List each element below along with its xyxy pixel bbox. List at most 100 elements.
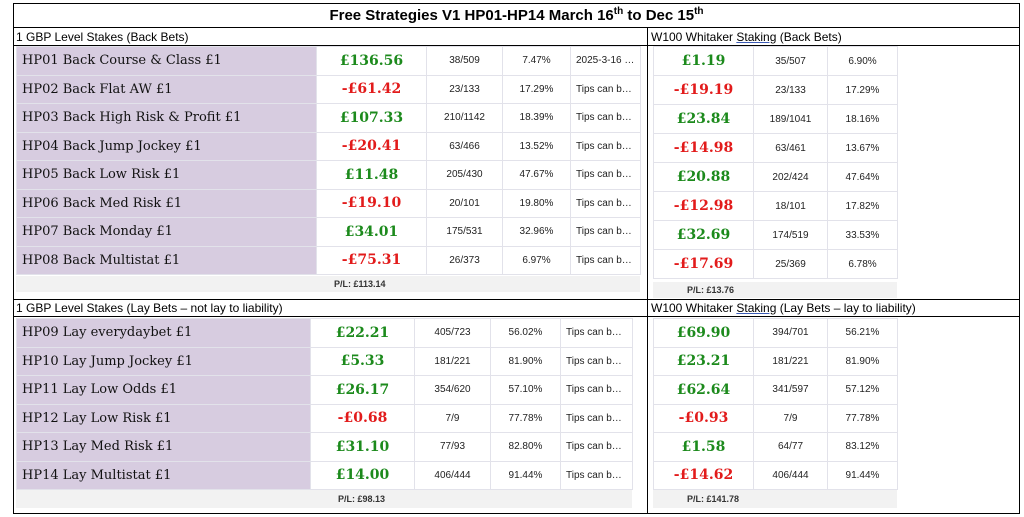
table-row: £32.69 174/519 33.53%: [653, 220, 898, 250]
page-title: Free Strategies V1 HP01-HP14 March 16th …: [13, 3, 1020, 28]
strategy-note: Tips can be i...: [560, 346, 633, 376]
profit-loss-value: -£14.62: [653, 460, 754, 490]
strategy-note: Tips can be i...: [560, 460, 633, 490]
back-level-section-label: 1 GBP Level Stakes (Back Bets): [16, 30, 189, 44]
lay-level-total: P/L: £98.13: [16, 490, 632, 508]
row-divider-middle: [13, 299, 1020, 300]
profit-loss-value: £1.19: [653, 46, 754, 76]
strike-rate: 6.90%: [827, 46, 898, 76]
table-row: -£14.98 63/461 13.67%: [653, 133, 898, 163]
profit-loss-value: £136.56: [316, 46, 427, 76]
lay-w100-section-label: W100 Whitaker Staking (Lay Bets – lay to…: [651, 301, 916, 315]
strategy-name: HP01 Back Course & Class £1: [16, 46, 317, 76]
strike-rate: 91.44%: [827, 460, 898, 490]
wins-ratio: 26/373: [426, 245, 503, 275]
wins-ratio: 7/9: [753, 403, 828, 433]
table-row: HP09 Lay everydaybet £1 £22.21 405/723 56.0…: [16, 318, 633, 348]
strategy-note: Tips can be i...: [570, 103, 641, 133]
strike-rate: 7.47%: [502, 46, 571, 76]
profit-loss-value: £34.01: [316, 217, 427, 247]
strike-rate: 57.12%: [827, 375, 898, 405]
strike-rate: 13.67%: [827, 133, 898, 163]
strike-rate: 47.64%: [827, 162, 898, 192]
table-row: £69.90 394/701 56.21%: [653, 318, 898, 348]
strike-rate: 77.78%: [827, 403, 898, 433]
strategy-note: Tips can be i...: [560, 403, 633, 433]
table-row: £23.84 189/1041 18.16%: [653, 104, 898, 134]
profit-loss-value: £20.88: [653, 162, 754, 192]
strike-rate: 18.39%: [502, 103, 571, 133]
profit-loss-value: £26.17: [310, 375, 415, 405]
table-row: HP03 Back High Risk & Profit £1 £107.33 21…: [16, 103, 641, 133]
profit-loss-value: -£12.98: [653, 191, 754, 221]
strategy-name: HP04 Back Jump Jockey £1: [16, 131, 317, 161]
wins-ratio: 38/509: [426, 46, 503, 76]
table-row: HP06 Back Med Risk £1 -£19.10 20/101 19.80%…: [16, 188, 641, 218]
profit-loss-value: -£0.68: [310, 403, 415, 433]
wins-ratio: 7/9: [414, 403, 491, 433]
back-w100-section-label: W100 Whitaker Staking (Back Bets): [651, 30, 842, 44]
wins-ratio: 23/133: [753, 75, 828, 105]
back-w100-table: £1.19 35/507 6.90% -£19.19 23/133 17.29% £23.8…: [653, 46, 898, 279]
table-row: £23.21 181/221 81.90%: [653, 346, 898, 376]
strike-rate: 6.97%: [502, 245, 571, 275]
table-row: HP02 Back Flat AW £1 -£61.42 23/133 17.29% T…: [16, 74, 641, 104]
wins-ratio: 210/1142: [426, 103, 503, 133]
table-row: HP01 Back Course & Class £1 £136.56 38/509…: [16, 46, 641, 76]
strategy-name: HP06 Back Med Risk £1: [16, 188, 317, 218]
strike-rate: 83.12%: [827, 432, 898, 462]
profit-loss-value: £62.64: [653, 375, 754, 405]
strike-rate: 47.67%: [502, 160, 571, 190]
wins-ratio: 18/101: [753, 191, 828, 221]
strike-rate: 91.44%: [490, 460, 561, 490]
strike-rate: 17.29%: [502, 74, 571, 104]
strategy-name: HP07 Back Monday £1: [16, 217, 317, 247]
table-row: HP14 Lay Multistat £1 £14.00 406/444 91.44%…: [16, 460, 633, 490]
strike-rate: 19.80%: [502, 188, 571, 218]
wins-ratio: 205/430: [426, 160, 503, 190]
strike-rate: 33.53%: [827, 220, 898, 250]
wins-ratio: 25/369: [753, 249, 828, 279]
profit-loss-value: £11.48: [316, 160, 427, 190]
back-level-total: P/L: £113.14: [16, 276, 640, 292]
table-row: HP13 Lay Med Risk £1 £31.10 77/93 82.80% Tip…: [16, 432, 633, 462]
row-divider-lower: [13, 316, 1020, 317]
wins-ratio: 341/597: [753, 375, 828, 405]
profit-loss-value: £1.58: [653, 432, 754, 462]
wins-ratio: 23/133: [426, 74, 503, 104]
table-row: £1.58 64/77 83.12%: [653, 432, 898, 462]
strike-rate: 32.96%: [502, 217, 571, 247]
profit-loss-value: £107.33: [316, 103, 427, 133]
table-row: -£12.98 18/101 17.82%: [653, 191, 898, 221]
profit-loss-value: -£61.42: [316, 74, 427, 104]
strategy-note: Tips can be i...: [570, 217, 641, 247]
profit-loss-value: -£17.69: [653, 249, 754, 279]
table-row: -£14.62 406/444 91.44%: [653, 460, 898, 490]
wins-ratio: 63/461: [753, 133, 828, 163]
profit-loss-value: £23.84: [653, 104, 754, 134]
strike-rate: 81.90%: [490, 346, 561, 376]
row-divider-top: [13, 45, 1020, 46]
back-w100-total: P/L: £13.76: [653, 282, 897, 298]
strike-rate: 17.82%: [827, 191, 898, 221]
lay-level-table: HP09 Lay everydaybet £1 £22.21 405/723 56.0…: [16, 318, 633, 490]
strike-rate: 77.78%: [490, 403, 561, 433]
strategy-name: HP03 Back High Risk & Profit £1: [16, 103, 317, 133]
wins-ratio: 77/93: [414, 432, 491, 462]
strike-rate: 82.80%: [490, 432, 561, 462]
strategy-name: HP08 Back Multistat £1: [16, 245, 317, 275]
strategy-name: HP02 Back Flat AW £1: [16, 74, 317, 104]
outer-frame: [13, 3, 1020, 514]
wins-ratio: 20/101: [426, 188, 503, 218]
strike-rate: 56.21%: [827, 318, 898, 348]
strategy-note: Tips can be i...: [570, 74, 641, 104]
strategy-note: Tips can be i...: [570, 160, 641, 190]
table-row: -£19.19 23/133 17.29%: [653, 75, 898, 105]
wins-ratio: 175/531: [426, 217, 503, 247]
profit-loss-value: -£75.31: [316, 245, 427, 275]
profit-loss-value: -£19.19: [653, 75, 754, 105]
profit-loss-value: £31.10: [310, 432, 415, 462]
strategy-note: Tips can be i...: [570, 245, 641, 275]
wins-ratio: 181/221: [414, 346, 491, 376]
strike-rate: 13.52%: [502, 131, 571, 161]
